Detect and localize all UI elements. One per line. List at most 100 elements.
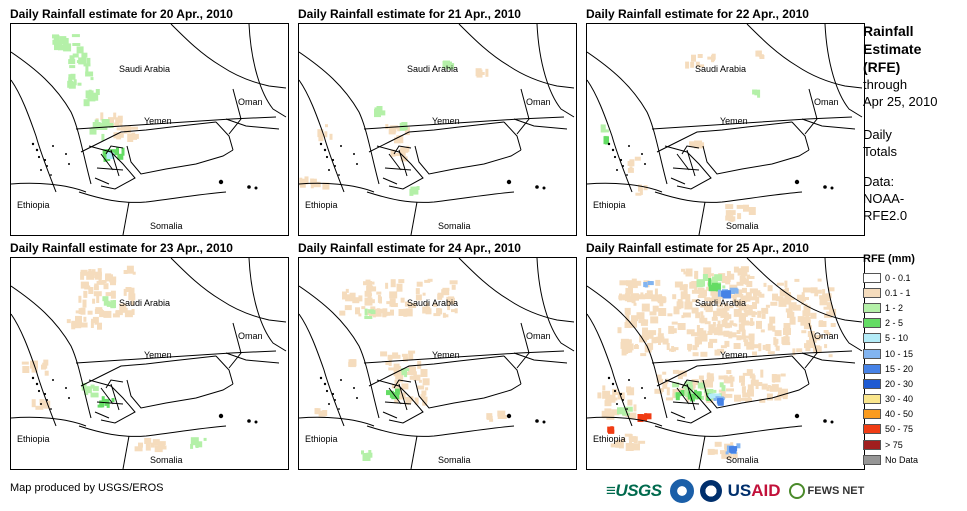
border-line [299,313,345,427]
rainfall-cell [697,295,706,298]
rainfall-cell [418,379,422,383]
rainfall-cell [725,451,729,455]
rainfall-map: Saudi Arabia Oman Yemen Ethiopia Somalia [586,23,865,236]
island-dot [247,419,251,423]
fews-net-logo: FEWS NET [788,483,864,499]
border-line [75,116,277,130]
rainfall-cell [97,268,102,276]
rainfall-cell [767,385,771,388]
legend-swatch [863,287,881,298]
rainfall-cell [622,294,627,301]
rainfall-cell [95,307,103,311]
rainfall-cell [617,392,625,400]
island-dot [619,392,623,396]
rainfall-cell [711,316,718,321]
border-line [791,121,810,151]
island-dot [254,186,258,190]
rainfall-cell [649,311,657,316]
legend-item: 50 - 75 [863,422,963,437]
rainfall-cell [414,397,419,405]
border-line [11,416,87,427]
border-line [126,145,234,175]
rainfall-cell [628,412,637,419]
rainfall-cell [679,392,683,396]
rainfall-cell [666,387,670,396]
island-dot [613,389,617,393]
rainfall-cell [105,292,112,297]
rainfall-cell [97,404,103,408]
ethiopia-label: Ethiopia [17,434,50,444]
rainfall-cell [39,399,45,406]
rainfall-cell [805,345,811,352]
rainfall-cell [759,293,765,298]
border-line [78,425,227,437]
usaid-logo-aid: AID [751,481,781,500]
rainfall-cell [732,323,736,327]
rainfall-cell [103,154,108,162]
rainfall-cell [386,301,392,305]
rainfall-cell [87,310,93,315]
rainfall-cell [622,437,626,441]
oman-label: Oman [814,97,839,107]
island-dot [68,163,70,165]
rainfall-cell [822,289,826,298]
rainfall-cell [383,311,391,316]
rainfall-cell [758,291,762,297]
border-line [414,379,522,409]
rainfall-cell [695,61,700,67]
island-dot [542,186,546,190]
rainfall-cell [627,399,633,406]
rainfall-cell [654,388,663,394]
island-dot [52,145,54,147]
map-panel-5: Daily Rainfall estimate for 24 Apr., 201… [298,240,578,470]
ethiopia-label: Ethiopia [305,200,338,210]
rainfall-cell [718,375,727,380]
ethiopia-label: Ethiopia [593,200,626,210]
legend-item: 1 - 2 [863,300,963,315]
rainfall-cell [401,383,409,390]
rainfall-cell [108,117,114,124]
rainfall-cell [713,310,717,318]
legend-item: 5 - 10 [863,331,963,346]
border-line [78,191,227,203]
rainfall-cell [87,271,95,279]
rainfall-cell [134,446,143,452]
rainfall-cell [684,301,693,310]
rainfall-cell [130,297,134,306]
rainfall-cell [108,123,114,128]
daily-label: Daily [863,127,892,142]
island-dot [50,408,52,410]
rainfall-cell [101,133,105,141]
rainfall-cell [433,302,438,307]
rainfall-cell [80,271,85,280]
border-line [215,355,234,385]
rainfall-cell [78,295,82,303]
border-line [299,416,375,427]
rainfall-cell [754,382,763,386]
through-date: Apr 25, 2010 [863,94,938,109]
rainfall-cell [646,293,651,299]
border-line [801,118,856,130]
rainfall-map: Saudi Arabia Oman Yemen Ethiopia Somalia [298,23,577,236]
rainfall-cell [390,279,396,288]
border-line [824,24,863,118]
rainfall-cell [824,344,828,349]
rainfall-cell [700,315,705,324]
rainfall-cell [96,295,100,303]
rainfall-cell [666,343,670,350]
legend-swatch [863,454,881,465]
rainfall-cell [706,373,714,378]
rainfall-cell [727,210,734,216]
rainfall-cell [681,268,685,272]
rainfall-cell [692,352,699,357]
rainfall-cell [694,336,700,345]
border-line [670,379,700,419]
rainfall-cell [694,274,698,279]
rainfall-cell [646,290,653,294]
legend-label: > 75 [885,439,903,450]
rainfall-cell [716,308,723,317]
rainfall-cell [345,288,349,293]
totals-label: Totals [863,144,897,159]
rainfall-cell [741,295,747,303]
somalia-label: Somalia [438,455,471,465]
